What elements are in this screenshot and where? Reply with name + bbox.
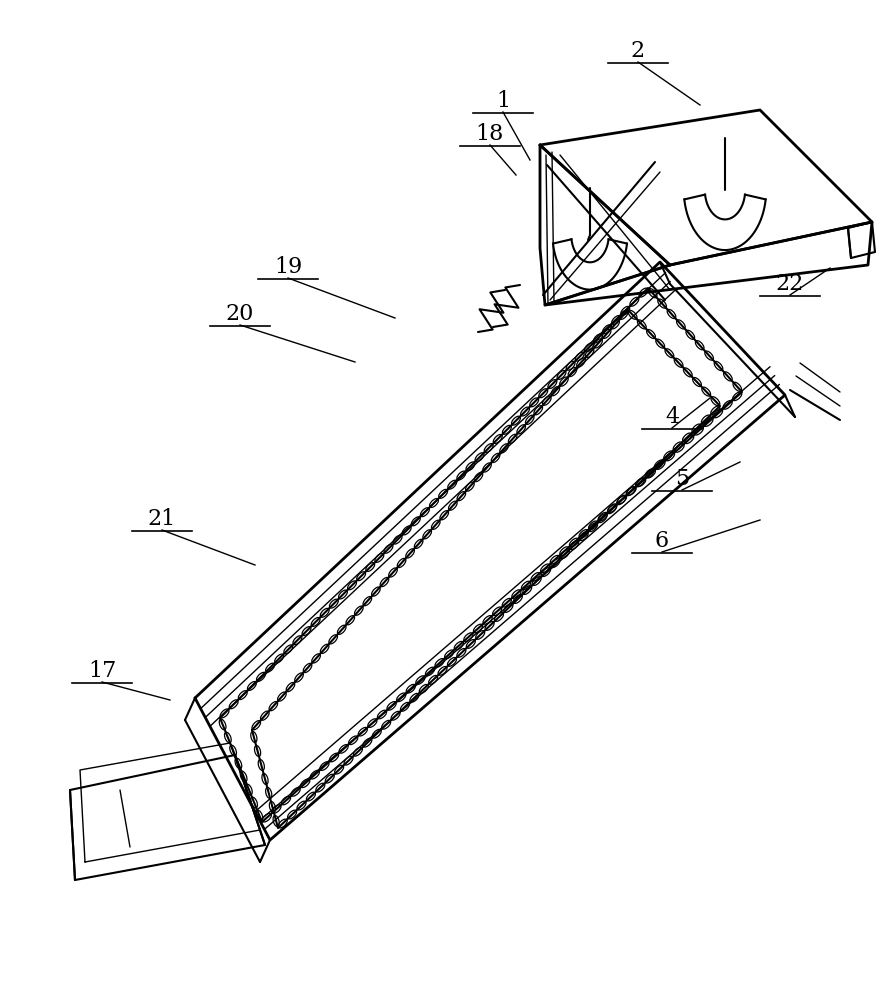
Text: 1: 1 [495,90,510,112]
Text: 19: 19 [274,256,302,278]
Text: 6: 6 [654,530,669,552]
Text: 17: 17 [88,660,116,682]
Text: 18: 18 [476,123,503,145]
Text: 4: 4 [664,406,679,428]
Text: 20: 20 [225,303,254,325]
Text: 21: 21 [148,508,176,530]
Text: 22: 22 [775,273,803,295]
Text: 2: 2 [630,40,645,62]
Text: 5: 5 [674,468,688,490]
